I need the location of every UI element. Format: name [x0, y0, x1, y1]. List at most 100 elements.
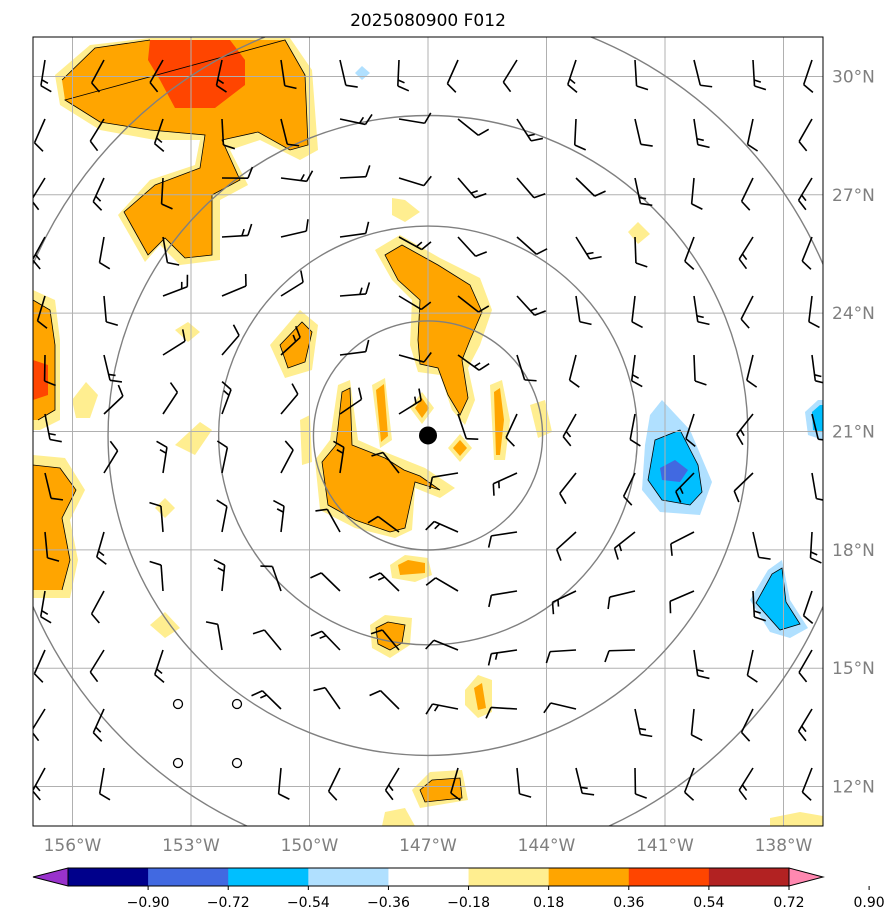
wind-barb: [575, 236, 602, 260]
wind-barb: [752, 590, 766, 622]
map-title: 2025080900 F012: [350, 11, 506, 31]
wind-barb: [367, 515, 400, 533]
longitude-label: 141°W: [636, 836, 694, 856]
wind-barb: [516, 118, 544, 142]
latitude-label: 15°N: [832, 659, 875, 679]
wind-barb: [339, 59, 358, 88]
latitude-label: 24°N: [832, 304, 875, 324]
colorbar-frame: [67, 867, 790, 887]
wind-barb: [457, 354, 490, 371]
wind-barb: [502, 59, 518, 93]
wind-barb: [457, 295, 490, 313]
wind-barb: [809, 531, 822, 564]
latitude-label: 12°N: [832, 778, 875, 798]
wind-barb: [634, 767, 647, 799]
wind-barb: [684, 236, 695, 270]
positive-area-mid: [453, 440, 467, 456]
wind-barb: [280, 219, 309, 238]
wind-barb: [44, 413, 62, 443]
wind-barb: [629, 413, 641, 447]
longitude-label: 150°W: [281, 836, 339, 856]
colorbar-segment: [228, 868, 309, 886]
positive-area-mid: [280, 322, 312, 368]
wind-barb: [693, 295, 710, 326]
wind-barb: [670, 531, 695, 556]
wind-barb: [221, 118, 236, 150]
wind-barb: [622, 472, 636, 506]
colorbar-tick-label: −0.72: [207, 895, 250, 911]
wind-barb: [339, 221, 370, 238]
colorbar-segment: [388, 868, 470, 886]
wind-barb: [516, 177, 546, 199]
wind-barb: [613, 531, 636, 560]
wind-barb: [457, 413, 479, 441]
wind-barb: [280, 440, 294, 474]
wind-barb: [575, 767, 595, 796]
range-ring: [312, 320, 544, 551]
wind-barb: [429, 472, 459, 490]
wind-barb: [310, 630, 341, 651]
contour-line: [279, 321, 313, 369]
wind-barb: [156, 440, 168, 474]
longitude-labels: 156°W 153°W 150°W 147°W 144°W 141°W 138°W: [44, 836, 813, 856]
wind-barb: [92, 708, 105, 742]
positive-area-light: [175, 322, 200, 342]
positive-area-high: [148, 40, 245, 108]
wind-barb: [685, 413, 696, 447]
latitude-label: 18°N: [832, 541, 875, 561]
positive-area-mid: [474, 683, 486, 710]
wind-barb: [690, 177, 703, 210]
wind-barb: [216, 499, 228, 533]
contour-line: [384, 244, 483, 416]
wind-barb: [252, 629, 282, 651]
wind-barb: [280, 325, 301, 356]
colorbar-tick-label: 0.90: [854, 895, 885, 911]
wind-barb: [103, 354, 123, 383]
wind-barb: [634, 708, 653, 738]
wind-barb: [693, 649, 710, 680]
wind-barb: [40, 59, 52, 93]
wind-barb: [752, 531, 771, 560]
longitude-label: 138°W: [755, 836, 813, 856]
positive-area-mid: [322, 388, 440, 532]
colorbar-segment: [148, 868, 229, 886]
wind-barb: [752, 59, 767, 91]
wind-barb: [487, 649, 518, 666]
positive-area-light: [150, 612, 180, 638]
wind-barb: [260, 565, 282, 592]
wind-barb: [44, 472, 64, 501]
wind-barb: [801, 236, 813, 270]
wind-barb: [488, 590, 518, 608]
wind-barb: [280, 170, 314, 183]
wind-barb: [339, 387, 363, 415]
wind-barb: [89, 118, 105, 152]
wind-barb: [797, 708, 813, 742]
contour-line: [33, 464, 77, 591]
positive-area-mid: [420, 778, 462, 802]
wind-barb: [669, 590, 695, 614]
latitude-label: 21°N: [832, 423, 875, 443]
wind-barb: [733, 472, 754, 503]
wind-barb: [327, 767, 341, 801]
wind-barb: [33, 118, 46, 152]
wind-barb: [634, 177, 653, 207]
wind-barb: [149, 560, 164, 592]
wind-barb: [607, 590, 636, 610]
wind-barb: [44, 531, 60, 562]
wind-barb: [154, 649, 165, 683]
wind-barb: [457, 177, 487, 199]
wind-barb: [568, 354, 580, 388]
wind-barb: [562, 413, 577, 447]
wind-barb: [693, 59, 713, 88]
wind-barb: [398, 295, 432, 311]
wind-barb: [149, 59, 164, 93]
wind-barb: [630, 354, 643, 388]
wind-barb: [90, 590, 105, 624]
wind-barb: [738, 236, 754, 270]
wind-barb: [634, 118, 653, 147]
wind-barb: [339, 113, 373, 126]
positive-area-light: [382, 808, 415, 826]
wind-barb: [555, 531, 577, 561]
colorbar-tick-label: 0.18: [533, 895, 564, 911]
longitude-label: 156°W: [44, 836, 102, 856]
